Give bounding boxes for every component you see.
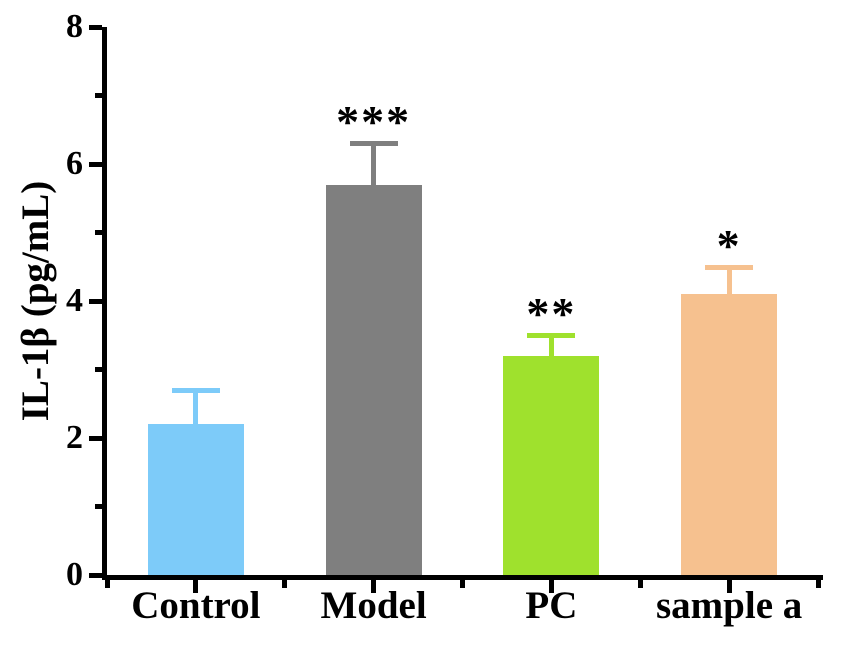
y-axis-line	[102, 27, 107, 580]
y-axis-minor-tick	[95, 93, 102, 98]
y-axis-tick-label: 6	[66, 145, 83, 182]
y-axis-tick-label: 8	[66, 8, 83, 45]
x-axis-minor-tick	[460, 580, 465, 588]
x-axis-category-label: Control	[131, 584, 261, 627]
y-axis-minor-tick	[95, 504, 102, 509]
y-axis-tick-label: 2	[66, 419, 83, 456]
x-axis-category-label: PC	[525, 584, 578, 627]
x-axis-major-tick	[548, 580, 554, 593]
y-axis-major-tick	[89, 572, 102, 578]
y-axis-minor-tick	[95, 230, 102, 235]
x-axis-major-tick	[726, 580, 732, 593]
y-axis-major-tick	[89, 435, 102, 441]
error-bar-stem	[726, 266, 732, 295]
error-bar-cap	[171, 388, 220, 394]
y-axis-tick-label: 0	[66, 556, 83, 593]
x-axis-category-label: sample a	[656, 584, 803, 627]
y-axis-minor-tick	[95, 367, 102, 372]
bar-control	[147, 424, 244, 575]
y-axis-tick-label: 4	[66, 282, 83, 319]
y-axis-major-tick	[89, 298, 102, 304]
x-axis-minor-tick	[104, 580, 110, 588]
x-axis-minor-tick	[637, 580, 643, 588]
bar-model	[325, 184, 422, 575]
bar-sample-a	[681, 294, 778, 575]
error-bar-cap	[705, 264, 754, 270]
x-axis-line	[102, 575, 823, 580]
error-bar-cap	[527, 333, 576, 339]
y-axis-major-tick	[89, 161, 102, 167]
error-bar-stem	[193, 390, 199, 425]
y-axis-major-tick	[89, 24, 102, 30]
x-axis-minor-tick	[282, 580, 288, 588]
significance-marker: ***	[336, 96, 412, 148]
x-axis-major-tick	[371, 580, 377, 593]
significance-marker: **	[526, 288, 577, 340]
error-bar-stem	[548, 335, 554, 356]
x-axis-category-label: Model	[320, 584, 427, 627]
bar-pc	[503, 355, 600, 575]
significance-marker: *	[716, 219, 742, 271]
error-bar-stem	[371, 143, 377, 185]
error-bar-cap	[349, 141, 398, 147]
x-axis-major-tick	[193, 580, 199, 593]
x-axis-minor-tick	[815, 580, 821, 588]
